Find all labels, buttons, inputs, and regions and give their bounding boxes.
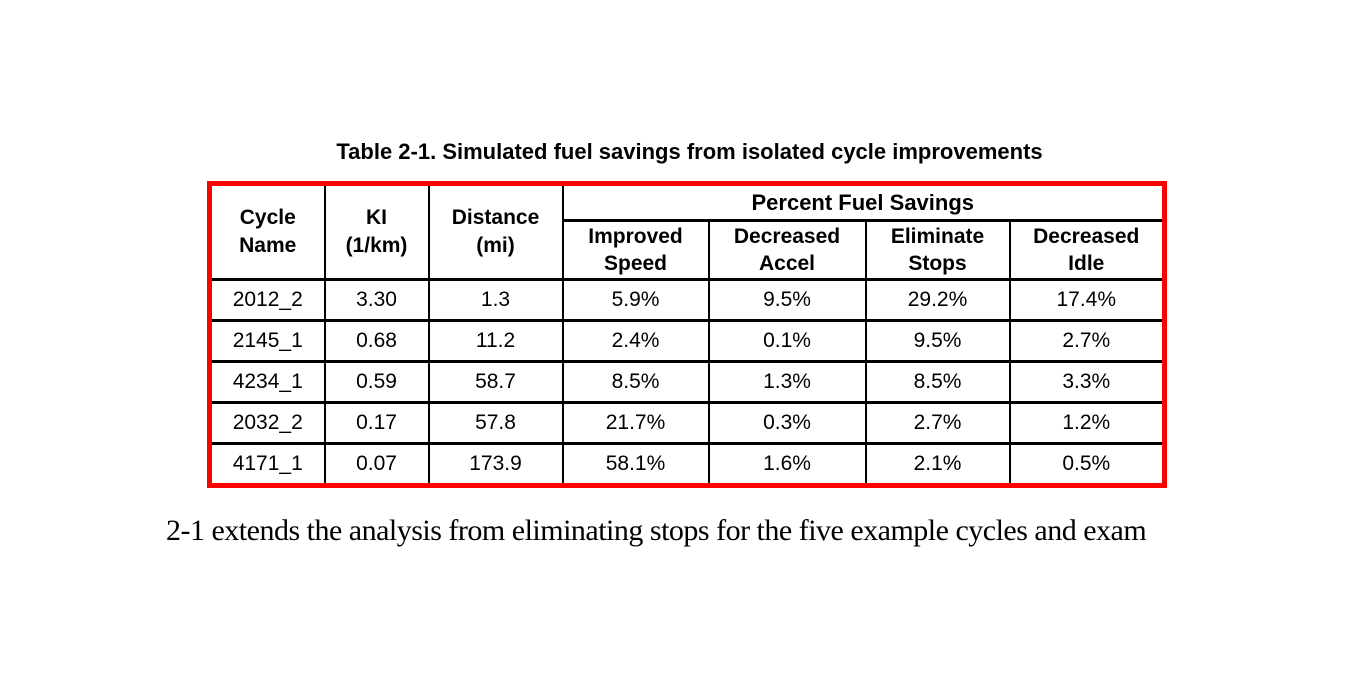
cell-cycle-name: 2145_1 [208, 319, 326, 363]
header-cycle-name-line1: Cycle [239, 205, 296, 229]
header-percent-fuel-savings: Percent Fuel Savings [561, 182, 1166, 222]
fuel-savings-table: Cycle Name KI (1/km) Distance (mi) Perce… [207, 181, 1167, 488]
cell-eliminate-stops: 2.7% [864, 401, 1011, 445]
header-row-sub: Improved Speed Decreased Accel Eliminate… [210, 219, 1166, 281]
header-improved-speed-line2: Speed [603, 252, 668, 275]
cell-decreased-idle: 17.4% [1008, 278, 1166, 322]
header-cycle-name-line2: Name [239, 234, 297, 257]
header-ki-line2: (1/km) [345, 234, 408, 257]
cell-decreased-accel: 9.5% [707, 278, 867, 322]
cell-decreased-accel: 1.6% [707, 442, 867, 487]
cell-improved-speed: 21.7% [561, 401, 710, 445]
body-text-line: 2-1 extends the analysis from eliminatin… [166, 514, 1147, 547]
header-decreased-idle-line2: Idle [1068, 252, 1105, 275]
cell-cycle-name: 4234_1 [208, 360, 326, 404]
header-eliminate-stops-line2: Stops [908, 252, 967, 275]
header-distance-line1: Distance [451, 205, 540, 229]
cell-decreased-accel: 0.3% [707, 401, 867, 445]
cell-eliminate-stops: 9.5% [864, 319, 1011, 363]
cell-cycle-name: 2012_2 [208, 278, 326, 322]
cell-distance: 1.3 [427, 278, 564, 322]
cell-decreased-accel: 0.1% [707, 319, 867, 363]
cell-improved-speed: 2.4% [561, 319, 710, 363]
cell-distance: 58.7 [427, 360, 564, 404]
header-improved-speed-line1: Improved [588, 224, 683, 248]
table-row: 2032_2 0.17 57.8 21.7% 0.3% 2.7% 1.2% [208, 401, 1166, 445]
header-ki: KI (1/km) [323, 182, 430, 281]
header-decreased-idle-line1: Decreased [1033, 224, 1140, 248]
header-row-group: Cycle Name KI (1/km) Distance (mi) Perce… [208, 182, 1166, 281]
cell-improved-speed: 8.5% [561, 360, 710, 404]
cell-eliminate-stops: 29.2% [864, 278, 1011, 322]
cell-ki: 0.07 [323, 442, 430, 487]
cell-decreased-idle: 3.3% [1008, 360, 1166, 404]
header-eliminate-stops-line1: Eliminate [890, 224, 985, 248]
cell-ki: 3.30 [323, 278, 430, 322]
cell-distance: 173.9 [427, 442, 564, 487]
header-cycle-name: Cycle Name [208, 182, 326, 281]
header-ki-line1: KI [366, 205, 387, 229]
cell-distance: 57.8 [427, 401, 564, 445]
cell-improved-speed: 5.9% [561, 278, 710, 322]
cell-cycle-name: 4171_1 [208, 442, 326, 487]
table-caption: Table 2-1. Simulated fuel savings from i… [336, 139, 1043, 164]
cell-ki: 0.68 [323, 319, 430, 363]
cell-eliminate-stops: 8.5% [864, 360, 1011, 404]
cell-eliminate-stops: 2.1% [864, 442, 1011, 487]
header-eliminate-stops: Eliminate Stops [864, 219, 1011, 281]
header-decreased-idle: Decreased Idle [1008, 219, 1166, 281]
cell-decreased-accel: 1.3% [707, 360, 867, 404]
table-row: 4234_1 0.59 58.7 8.5% 1.3% 8.5% 3.3% [208, 360, 1166, 404]
header-decreased-accel-line1: Decreased [733, 224, 841, 248]
header-improved-speed: Improved Speed [561, 219, 710, 281]
header-decreased-accel-line2: Accel [758, 252, 816, 275]
cell-decreased-idle: 2.7% [1008, 319, 1166, 363]
cell-ki: 0.59 [323, 360, 430, 404]
cell-distance: 11.2 [427, 319, 564, 363]
table-row: 2145_1 0.68 11.2 2.4% 0.1% 9.5% 2.7% [208, 319, 1166, 363]
table-row: 2012_2 3.30 1.3 5.9% 9.5% 29.2% 17.4% [208, 278, 1166, 322]
cell-improved-speed: 58.1% [561, 442, 710, 487]
cell-decreased-idle: 0.5% [1008, 442, 1166, 487]
header-distance-line2: (mi) [476, 234, 515, 257]
cell-ki: 0.17 [323, 401, 430, 445]
cell-cycle-name: 2032_2 [208, 401, 326, 445]
table-row: 4171_1 0.07 173.9 58.1% 1.6% 2.1% 0.5% [208, 442, 1166, 487]
cell-decreased-idle: 1.2% [1008, 401, 1166, 445]
header-decreased-accel: Decreased Accel [707, 219, 867, 281]
header-distance: Distance (mi) [427, 182, 564, 281]
